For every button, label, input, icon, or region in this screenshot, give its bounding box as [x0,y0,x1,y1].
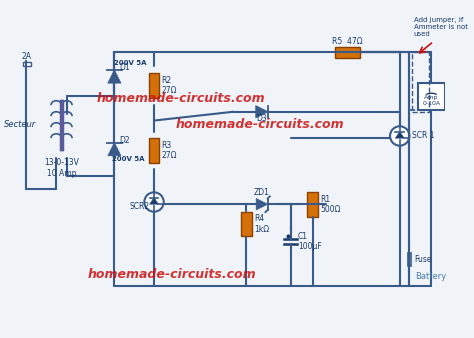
Polygon shape [256,198,268,210]
Text: R3
27Ω: R3 27Ω [162,141,177,160]
Circle shape [390,126,410,146]
Circle shape [144,192,164,212]
Text: homemade-circuits.com: homemade-circuits.com [96,92,265,105]
Bar [149,138,159,163]
Text: R2
27Ω: R2 27Ω [162,76,177,95]
Text: Battery: Battery [415,272,446,281]
Text: 13-0-13V
10 Amp: 13-0-13V 10 Amp [44,158,79,177]
Bar [411,52,429,112]
FancyBboxPatch shape [418,83,445,110]
Bar [241,212,252,236]
Polygon shape [395,131,404,138]
Text: 200V 5A: 200V 5A [114,59,147,66]
Text: D3: D3 [256,114,267,123]
Text: R1
500Ω: R1 500Ω [320,195,340,214]
Bar [408,253,411,266]
Text: homemade-circuits.com: homemade-circuits.com [175,118,344,131]
Text: D1: D1 [119,63,130,72]
Text: SCR 1: SCR 1 [412,131,435,141]
Bar [23,62,31,66]
Text: R5  47Ω: R5 47Ω [332,38,363,46]
Text: Fuse: Fuse [415,255,432,264]
Text: homemade-circuits.com: homemade-circuits.com [87,268,256,281]
Polygon shape [256,105,268,118]
Text: R4
1kΩ: R4 1kΩ [254,214,269,234]
Text: Add jumper, if
Ammeter is not
used: Add jumper, if Ammeter is not used [414,17,468,37]
Text: ZD1: ZD1 [254,188,270,197]
Text: SCR2: SCR2 [130,202,150,211]
Polygon shape [150,198,158,204]
Text: C1
100μF: C1 100μF [298,232,322,251]
Text: Amp
0-10A: Amp 0-10A [422,95,440,106]
Text: Secteur: Secteur [4,120,36,129]
Text: 2A: 2A [22,52,32,61]
Bar [149,73,159,98]
Polygon shape [108,143,121,156]
Text: D2: D2 [119,136,130,145]
Bar [307,192,318,217]
Bar [336,47,360,57]
Polygon shape [108,70,121,83]
Text: 200V 5A: 200V 5A [112,156,145,162]
